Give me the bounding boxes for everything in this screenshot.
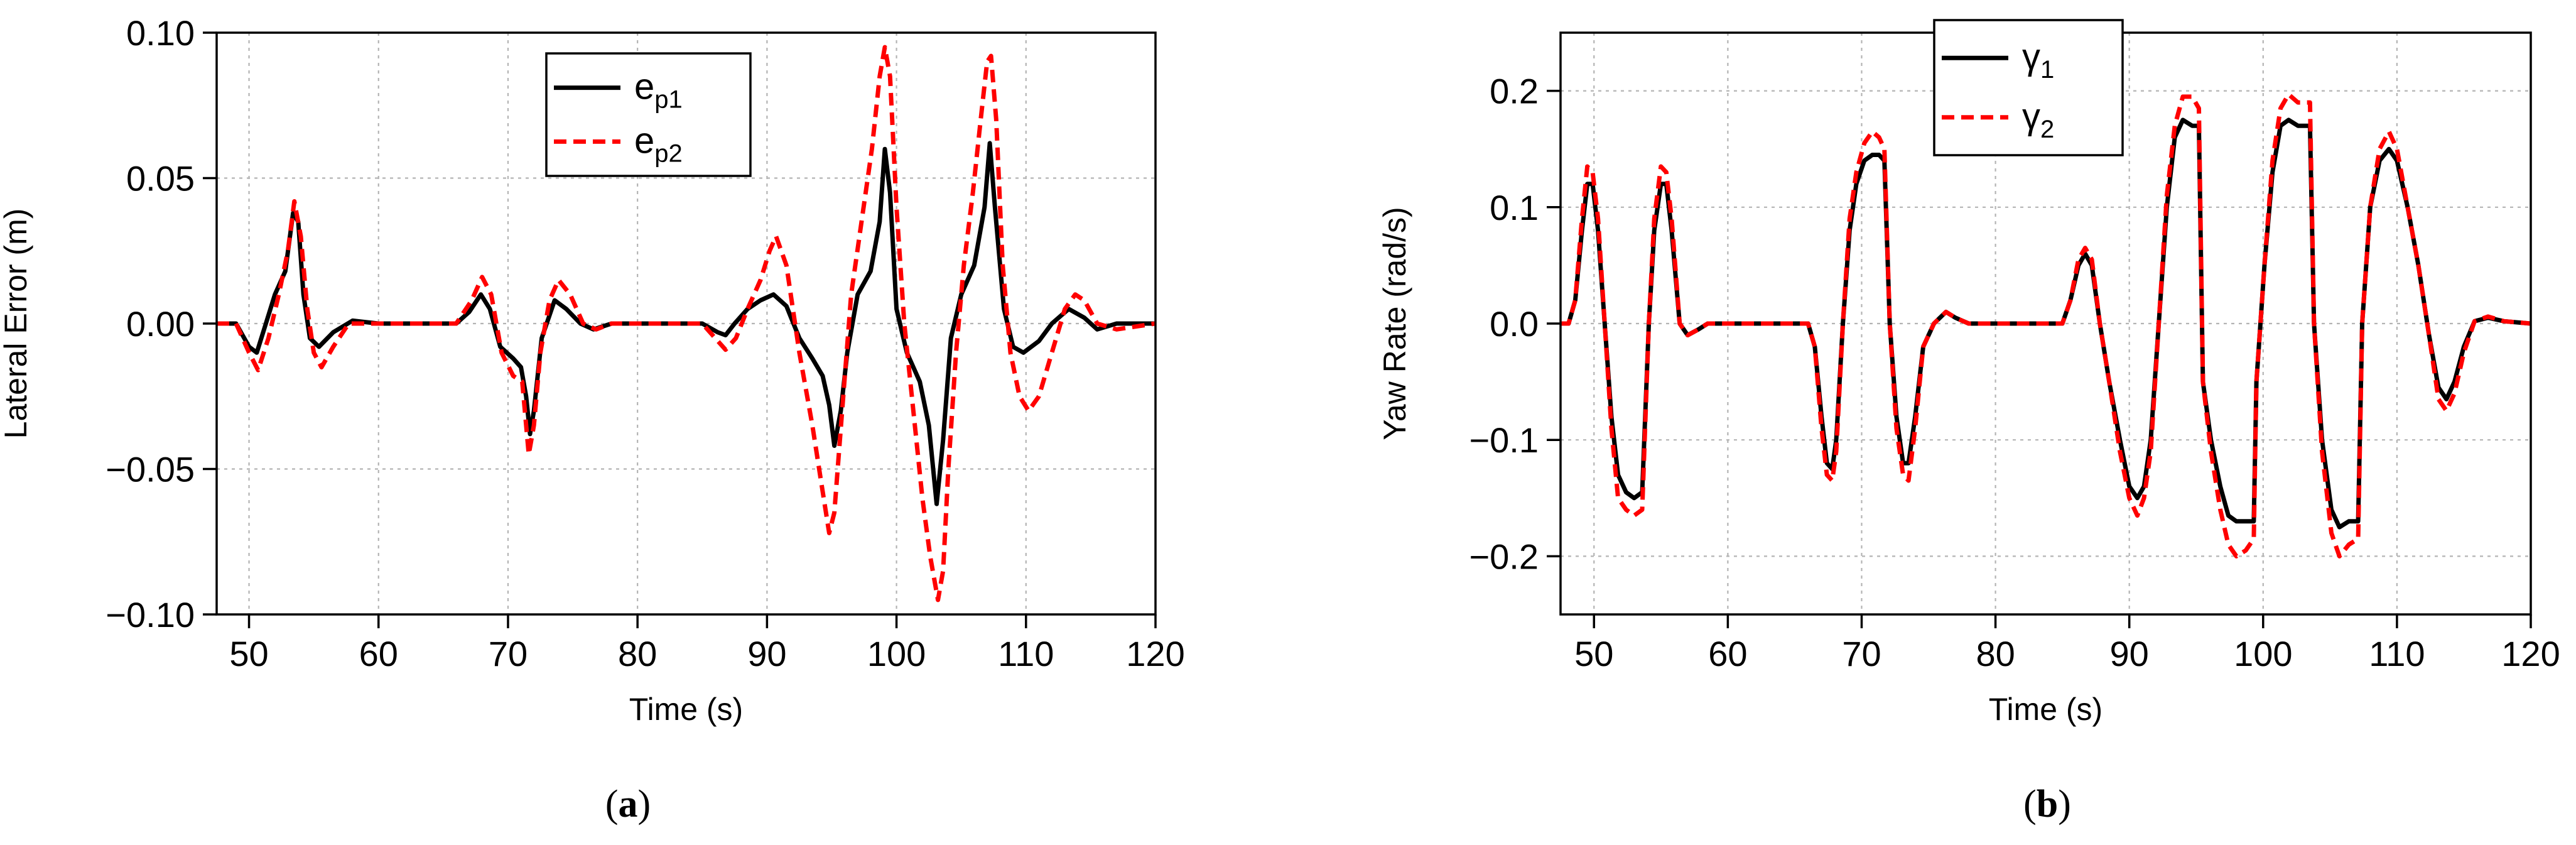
- legend-subscript: 2: [2040, 116, 2054, 143]
- x-tick-label: 70: [1842, 634, 1881, 673]
- x-tick-label: 100: [2234, 634, 2292, 673]
- caption-b-open: (: [2023, 783, 2037, 826]
- legend-subscript: p2: [654, 139, 683, 167]
- y-tick-label: −0.2: [1469, 537, 1539, 576]
- caption-a: (a): [605, 782, 651, 827]
- y-tick-label: −0.1: [1469, 420, 1539, 460]
- x-tick-label: 110: [2369, 634, 2425, 673]
- x-tick-label: 80: [618, 634, 657, 673]
- x-tick-label: 120: [1126, 634, 1184, 673]
- y-tick-label: 0.1: [1490, 188, 1539, 227]
- y-axis-label: Yaw Rate (rad/s): [1377, 207, 1412, 440]
- legend-subscript: p1: [654, 86, 683, 114]
- caption-b: (b): [2023, 782, 2071, 827]
- y-tick-label: 0.0: [1490, 304, 1539, 344]
- x-tick-label: 80: [1976, 634, 2015, 673]
- y-tick-label: 0.10: [126, 13, 195, 53]
- series-line-p1: [217, 141, 1155, 506]
- x-axis-label: Time (s): [629, 692, 743, 727]
- x-axis-label: Time (s): [1989, 692, 2102, 727]
- y-tick-label: 0.05: [126, 159, 195, 199]
- legend-subscript: 1: [2040, 56, 2054, 84]
- chart-panel-b: 50 60 70 80 90 100 110 120 −0.2 −0.1 0.0 0.1 0.2 Time…: [1377, 19, 2560, 727]
- x-tick-label: 110: [998, 634, 1054, 673]
- caption-b-letter: b: [2036, 783, 2059, 826]
- x-tick-label: 60: [359, 634, 398, 673]
- series-line-p2: [217, 45, 1155, 602]
- chart-panel-a: 50 60 70 80 90 100 110 120 −0.10 −0.05 0.00 0.05 0.1…: [0, 13, 1185, 727]
- x-tick-label: 70: [489, 634, 528, 673]
- legend-box: [1933, 19, 2124, 156]
- series-line-2: [1561, 92, 2531, 559]
- legend-box: [545, 52, 752, 177]
- y-tick-label: 0.2: [1490, 72, 1539, 111]
- x-tick-label: 50: [1574, 634, 1613, 673]
- caption-a-letter: a: [618, 783, 638, 826]
- x-tick-label: 90: [747, 634, 786, 673]
- y-tick-label: −0.05: [106, 450, 195, 489]
- caption-b-close: ): [2058, 783, 2071, 826]
- x-tick-label: 50: [229, 634, 268, 673]
- x-tick-label: 100: [867, 634, 926, 673]
- y-tick-label: 0.00: [126, 304, 195, 344]
- caption-a-close: ): [637, 783, 651, 826]
- y-tick-label: −0.10: [106, 595, 195, 635]
- y-axis-label: Lateral Error (m): [0, 209, 33, 439]
- x-tick-label: 90: [2110, 634, 2149, 673]
- x-tick-label: 120: [2501, 634, 2560, 673]
- x-tick-label: 60: [1708, 634, 1747, 673]
- caption-a-open: (: [605, 783, 619, 826]
